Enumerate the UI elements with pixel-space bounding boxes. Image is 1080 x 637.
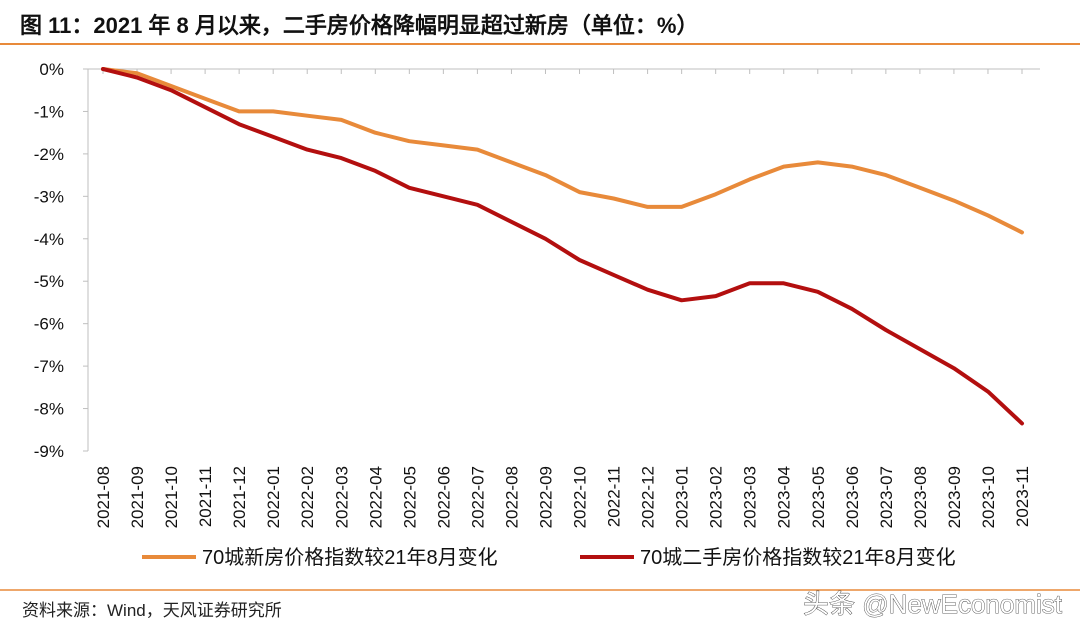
axes (83, 68, 1040, 452)
legend: 70城新房价格指数较21年8月变化 70城二手房价格指数较21年8月变化 (142, 546, 956, 569)
x-tick-label: 2022-05 (400, 466, 419, 528)
x-tick-label: 2022-08 (502, 466, 521, 528)
x-axis-ticks: 2021-08 2021-09 2021-10 2021-11 2021-12 2022-… (94, 466, 1032, 528)
x-tick-label: 2022-10 (571, 466, 590, 528)
series-line-used-home (101, 67, 1024, 426)
x-tick-label: 2022-04 (366, 466, 385, 528)
x-tick-label: 2023-01 (673, 466, 692, 528)
x-tick-label: 2022-12 (639, 466, 658, 528)
x-tick-label: 2022-07 (468, 466, 487, 528)
x-tick-label: 2023-05 (809, 466, 828, 528)
x-tick-label: 2023-04 (775, 466, 794, 528)
x-tick-label: 2022-02 (298, 466, 317, 528)
y-tick-label: -5% (34, 272, 64, 291)
x-tick-label: 2022-03 (332, 466, 351, 528)
x-tick-label: 2021-08 (94, 466, 113, 528)
x-tick-label: 2023-11 (1013, 466, 1032, 527)
chart-title: 图 11：2021 年 8 月以来，二手房价格降幅明显超过新房（单位：%） (20, 13, 698, 38)
y-tick-label: -1% (34, 102, 64, 121)
x-tick-label: 2021-12 (230, 466, 249, 528)
y-tick-label: -7% (34, 357, 64, 376)
series-group (101, 67, 1024, 426)
x-tick-label: 2023-03 (741, 466, 760, 528)
x-tick-label: 2021-10 (162, 466, 181, 528)
y-tick-label: -2% (34, 145, 64, 164)
series-line-new-home (101, 67, 1024, 235)
y-tick-label: -9% (34, 442, 64, 461)
source-note: 资料来源：Wind，天风证券研究所 (22, 601, 282, 620)
y-axis-ticks: 0% -1% -2% -3% -4% -5% -6% -7% -8% -9% (34, 60, 64, 461)
legend-label-used-home: 70城二手房价格指数较21年8月变化 (640, 546, 956, 569)
x-tick-label: 2023-08 (911, 466, 930, 528)
x-tick-label: 2023-10 (979, 466, 998, 528)
x-tick-label: 2022-01 (264, 466, 283, 528)
x-tick-label: 2021-09 (128, 466, 147, 528)
x-tick-label: 2023-07 (877, 466, 896, 528)
x-tick-label: 2022-06 (434, 466, 453, 528)
x-tick-label: 2023-06 (843, 466, 862, 528)
y-tick-label: 0% (39, 60, 64, 79)
y-tick-label: -4% (34, 230, 64, 249)
y-tick-label: -6% (34, 315, 64, 334)
watermark: 头条 @NewEconomist (803, 589, 1063, 619)
x-tick-label: 2022-09 (536, 466, 555, 528)
x-tick-label: 2022-11 (605, 466, 624, 527)
x-tick-label: 2023-09 (945, 466, 964, 528)
y-tick-label: -8% (34, 400, 64, 419)
x-tick-label: 2021-11 (196, 466, 215, 527)
y-tick-label: -3% (34, 187, 64, 206)
legend-label-new-home: 70城新房价格指数较21年8月变化 (202, 546, 498, 569)
x-tick-label: 2023-02 (707, 466, 726, 528)
